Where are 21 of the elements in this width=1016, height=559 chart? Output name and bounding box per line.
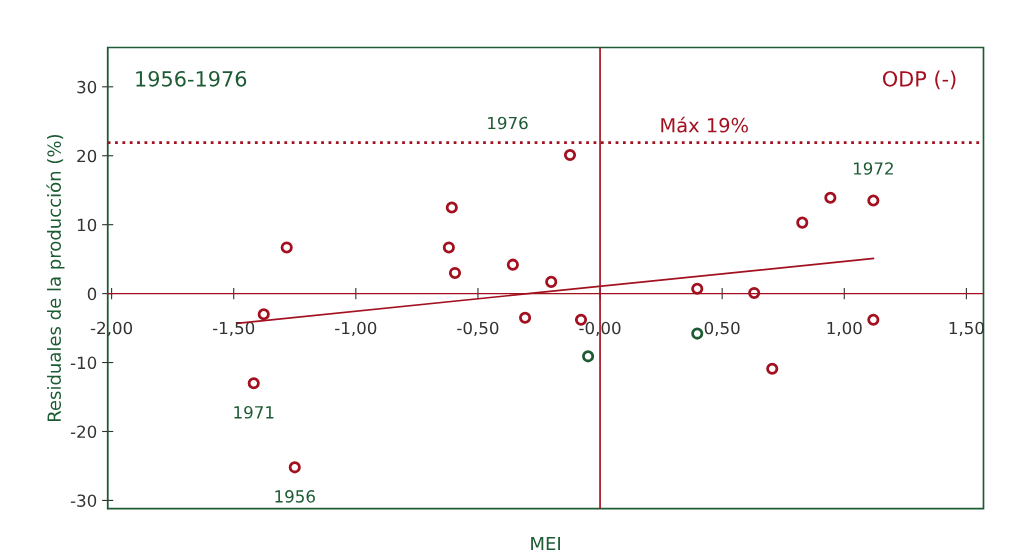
x-tick-label: -0,50	[457, 321, 499, 336]
annotation: 1971	[234, 406, 274, 419]
x-tick-label: 0,50	[704, 321, 740, 336]
y-tick-label: 10	[77, 218, 97, 232]
annotation: 1972	[853, 162, 893, 175]
y-tick-label: 30	[77, 80, 97, 94]
ref-line-label: Máx 19%	[661, 116, 748, 133]
y-tick-label: 0	[87, 287, 97, 301]
annotation: 1976	[488, 116, 528, 130]
y-tick-label: -20	[70, 425, 97, 439]
x-tick-label: 1,00	[827, 321, 862, 336]
y-tick-label: -30	[70, 494, 97, 507]
annotation: 1956	[275, 490, 315, 503]
annotation: ODP (-)	[882, 70, 956, 90]
x-tick-label: -1,00	[335, 321, 377, 336]
y-axis-title: Residuales de la producción (%)	[46, 134, 65, 422]
y-tick-label: -10	[70, 356, 97, 370]
x-axis-title: MEI	[531, 536, 560, 551]
x-tick-label: -1,50	[212, 321, 255, 336]
annotation: 1956-1976	[136, 70, 247, 87]
y-tick-label: 20	[77, 149, 97, 163]
